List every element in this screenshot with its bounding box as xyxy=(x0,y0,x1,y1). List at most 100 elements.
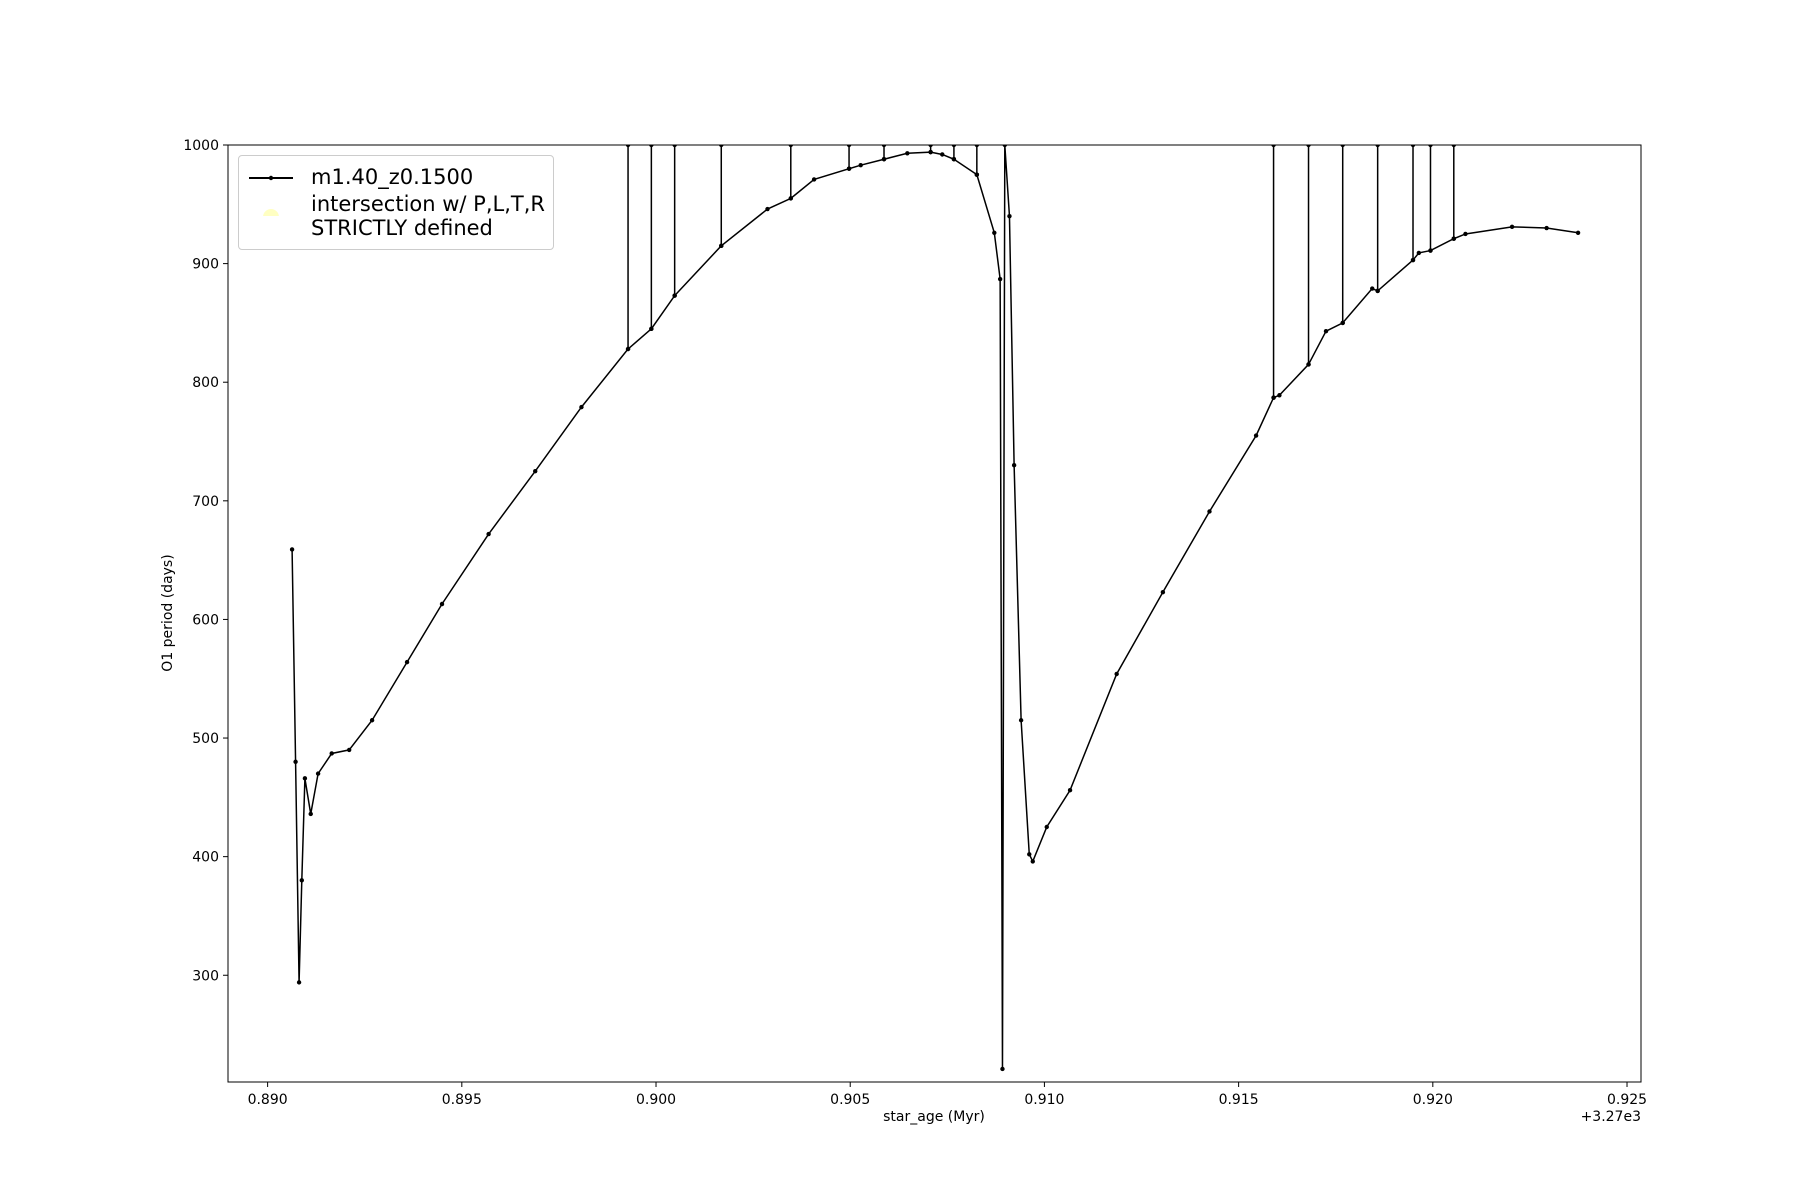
data-point xyxy=(1340,145,1345,148)
data-point xyxy=(1375,145,1380,148)
series-line xyxy=(291,145,1579,1069)
y-tick-label: 400 xyxy=(192,850,219,866)
data-point xyxy=(296,980,302,985)
data-point xyxy=(1160,589,1166,595)
data-point xyxy=(1027,852,1032,857)
data-point xyxy=(1575,230,1581,235)
x-tick-label: 0.895 xyxy=(442,1092,482,1108)
data-point xyxy=(881,157,887,162)
data-point xyxy=(1416,250,1422,256)
x-tick-label: 0.905 xyxy=(830,1092,870,1108)
data-point xyxy=(788,145,793,148)
data-point xyxy=(1253,433,1259,438)
data-point xyxy=(928,145,933,148)
x-tick-label: 0.900 xyxy=(636,1092,676,1108)
data-point xyxy=(1509,224,1515,230)
data-point xyxy=(974,145,980,148)
data-point xyxy=(1306,362,1311,367)
data-point xyxy=(788,196,793,201)
legend-label: intersection w/ P,L,T,R STRICTLY defined xyxy=(311,192,545,240)
data-point xyxy=(1323,329,1329,334)
data-point xyxy=(719,145,724,148)
legend-entry: intersection w/ P,L,T,R STRICTLY defined xyxy=(247,192,545,240)
data-point xyxy=(579,404,584,410)
data-point xyxy=(1370,286,1375,291)
data-point xyxy=(486,531,491,537)
data-point xyxy=(1067,788,1073,793)
data-point xyxy=(992,230,997,235)
data-point xyxy=(302,776,308,781)
data-point xyxy=(811,177,817,182)
data-point xyxy=(1018,718,1024,723)
data-point xyxy=(905,151,910,156)
x-axis-label: star_age (Myr) xyxy=(883,1109,985,1125)
data-point xyxy=(672,293,677,298)
data-point xyxy=(1410,145,1416,148)
legend: m1.40_z0.1500 intersection w/ P,L,T,R STR… xyxy=(238,155,554,250)
data-point xyxy=(974,172,980,177)
data-point xyxy=(846,145,852,148)
data-point xyxy=(1544,225,1549,231)
plot-area xyxy=(289,145,1581,1072)
plot-frame xyxy=(227,144,1642,1083)
x-tick-label: 0.925 xyxy=(1607,1092,1647,1108)
data-point xyxy=(649,326,654,332)
data-point xyxy=(940,152,945,157)
data-point xyxy=(1000,1066,1005,1072)
data-point xyxy=(951,157,957,162)
data-point xyxy=(846,166,852,171)
data-point xyxy=(289,547,295,552)
legend-symbol xyxy=(263,209,279,216)
data-point xyxy=(625,346,631,352)
data-point xyxy=(1271,395,1276,400)
data-point xyxy=(719,243,724,249)
data-point xyxy=(308,811,313,817)
data-point xyxy=(315,771,321,776)
data-point xyxy=(346,747,352,753)
x-tick-label: 0.915 xyxy=(1219,1092,1259,1108)
y-tick-label: 900 xyxy=(192,257,219,273)
y-tick-label: 1000 xyxy=(183,138,219,154)
legend-marker xyxy=(263,209,279,216)
data-point xyxy=(765,206,770,212)
legend-marker xyxy=(268,175,274,181)
data-point xyxy=(1410,257,1416,263)
data-point xyxy=(299,878,304,883)
data-point xyxy=(1007,213,1012,219)
x-tick-label: 0.920 xyxy=(1413,1092,1453,1108)
data-point xyxy=(881,145,887,148)
data-point xyxy=(533,468,538,474)
data-point xyxy=(1428,248,1433,253)
legend-symbol xyxy=(249,175,293,181)
data-point xyxy=(649,145,654,148)
data-point xyxy=(293,759,298,764)
data-point xyxy=(1011,463,1017,468)
data-point xyxy=(329,751,334,756)
data-point xyxy=(997,276,1003,282)
data-point xyxy=(1375,288,1380,294)
data-point xyxy=(1030,859,1035,864)
data-point xyxy=(1451,145,1456,148)
data-point xyxy=(1002,145,1007,148)
data-point xyxy=(1340,320,1345,326)
data-point xyxy=(1306,145,1311,148)
data-point xyxy=(1451,236,1456,241)
y-tick-label: 300 xyxy=(192,968,219,984)
data-point xyxy=(858,162,863,168)
y-tick-label: 700 xyxy=(192,494,219,510)
y-tick-label: 600 xyxy=(192,612,219,628)
y-tick-label: 500 xyxy=(192,731,219,747)
data-point xyxy=(369,718,375,723)
data-point xyxy=(404,659,410,665)
legend-entry: m1.40_z0.1500 xyxy=(247,165,545,189)
data-point xyxy=(1271,145,1276,148)
data-point xyxy=(951,145,957,148)
data-point xyxy=(672,145,677,148)
y-tick-label: 800 xyxy=(192,375,219,391)
data-point xyxy=(1428,145,1433,148)
data-point xyxy=(625,145,631,148)
data-point xyxy=(1044,824,1049,830)
data-point xyxy=(1463,231,1468,237)
